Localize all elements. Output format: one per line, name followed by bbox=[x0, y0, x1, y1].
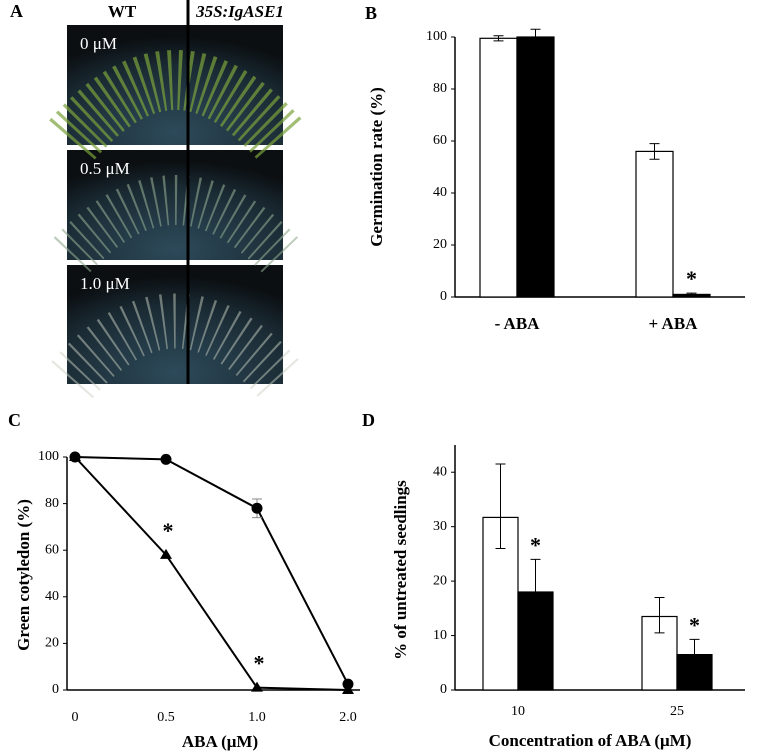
bar bbox=[635, 150, 674, 298]
plate-label: 0 μM bbox=[80, 34, 117, 53]
marker bbox=[69, 451, 81, 461]
y-tick-label: 40 bbox=[433, 185, 447, 200]
y-tick-label: 10 bbox=[433, 628, 447, 643]
significance-mark: * bbox=[530, 532, 541, 557]
marker bbox=[160, 453, 172, 465]
bar bbox=[516, 36, 555, 298]
panel-label: D bbox=[362, 410, 375, 430]
column-label: WT bbox=[108, 2, 137, 21]
x-tick-label: 25 bbox=[670, 704, 684, 719]
y-tick-label: 20 bbox=[433, 237, 447, 252]
x-tick-label: - ABA bbox=[495, 314, 541, 333]
marker bbox=[251, 681, 263, 692]
error-bar bbox=[689, 638, 700, 671]
error-bar bbox=[654, 596, 665, 634]
x-tick-label: + ABA bbox=[649, 314, 699, 333]
bar bbox=[479, 37, 518, 298]
photo-panel: 0 μM 0.5 μM 1.0 μM bbox=[49, 0, 303, 399]
plate-label: 1.0 μM bbox=[80, 274, 130, 293]
marker bbox=[342, 684, 354, 694]
error-bar bbox=[493, 35, 504, 42]
x-axis-title: Concentration of ABA (μM) bbox=[489, 731, 692, 750]
x-tick-label: 1.0 bbox=[248, 710, 266, 725]
y-tick-label: 40 bbox=[45, 589, 59, 604]
y-axis-title: Germination rate (%) bbox=[367, 87, 386, 247]
y-axis-title: Green cotyledon (%) bbox=[14, 499, 33, 651]
seedlings bbox=[53, 175, 299, 273]
line bbox=[74, 456, 349, 685]
y-tick-label: 100 bbox=[38, 449, 59, 464]
significance-mark: * bbox=[689, 612, 700, 637]
y-tick-label: 60 bbox=[433, 133, 447, 148]
plate-label: 0.5 μM bbox=[80, 159, 130, 178]
y-tick-label: 20 bbox=[433, 573, 447, 588]
significance-mark: * bbox=[254, 651, 265, 676]
x-tick-label: 0.5 bbox=[157, 710, 175, 725]
x-tick-label: 10 bbox=[511, 704, 525, 719]
y-tick-label: 0 bbox=[440, 289, 447, 304]
marker bbox=[251, 502, 263, 514]
column-label: 35S:IgASE1 bbox=[195, 2, 284, 21]
y-tick-label: 20 bbox=[45, 636, 59, 651]
x-tick-label: 2.0 bbox=[339, 710, 357, 725]
significance-mark: * bbox=[686, 266, 697, 291]
y-tick-label: 30 bbox=[433, 519, 447, 534]
x-axis-title: ABA (μM) bbox=[182, 732, 258, 751]
plate-photo bbox=[67, 25, 283, 145]
error-bar bbox=[686, 292, 697, 297]
x-tick-label: 0 bbox=[72, 710, 79, 725]
y-tick-label: 60 bbox=[45, 542, 59, 557]
error-bar bbox=[649, 143, 660, 160]
error-bar bbox=[495, 463, 506, 549]
y-tick-label: 80 bbox=[45, 496, 59, 511]
y-tick-label: 0 bbox=[52, 682, 59, 697]
marker bbox=[160, 548, 172, 559]
panel-label: A bbox=[10, 1, 23, 21]
line bbox=[74, 456, 349, 691]
panel-label: C bbox=[8, 410, 21, 430]
y-tick-label: 100 bbox=[426, 29, 447, 44]
significance-mark: * bbox=[163, 518, 174, 543]
panel-label: B bbox=[365, 3, 377, 23]
y-tick-label: 40 bbox=[433, 464, 447, 479]
error-bar bbox=[530, 558, 541, 626]
seedlings bbox=[51, 293, 301, 399]
y-axis-title: % of untreated seedlings bbox=[391, 480, 410, 660]
seedlings bbox=[49, 50, 303, 161]
y-tick-label: 80 bbox=[433, 81, 447, 96]
error-bar bbox=[530, 28, 541, 46]
y-tick-label: 0 bbox=[440, 682, 447, 697]
